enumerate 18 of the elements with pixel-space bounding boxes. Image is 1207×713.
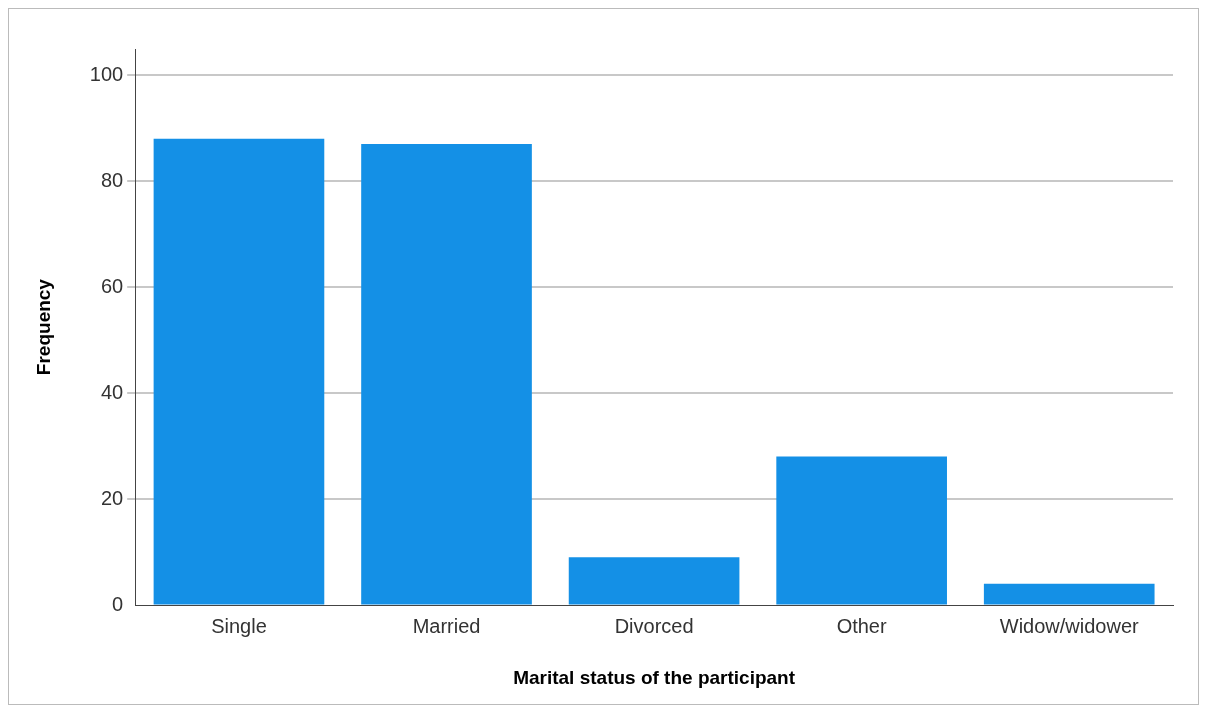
y-tick-label: 20 [100,486,124,509]
y-tick-label: 40 [100,380,124,403]
y-tick-label: 100 [89,63,124,85]
x-tick-label: Married [412,614,481,637]
x-tick-label: Other [836,614,887,637]
bar [153,138,325,605]
bar [776,456,947,605]
x-tick-label: Widow/widower [999,614,1140,637]
y-axis-title: Frequency [32,278,54,376]
bar [983,583,1155,605]
y-tick-label: 60 [100,274,124,297]
x-tick-label: Divorced [614,614,694,637]
bar [568,557,740,605]
y-tick-label: 80 [100,168,124,191]
x-axis-title: Marital status of the participant [513,666,796,688]
y-tick-label: 0 [112,592,124,615]
x-tick-label: Single [211,614,267,637]
bar [361,144,532,605]
